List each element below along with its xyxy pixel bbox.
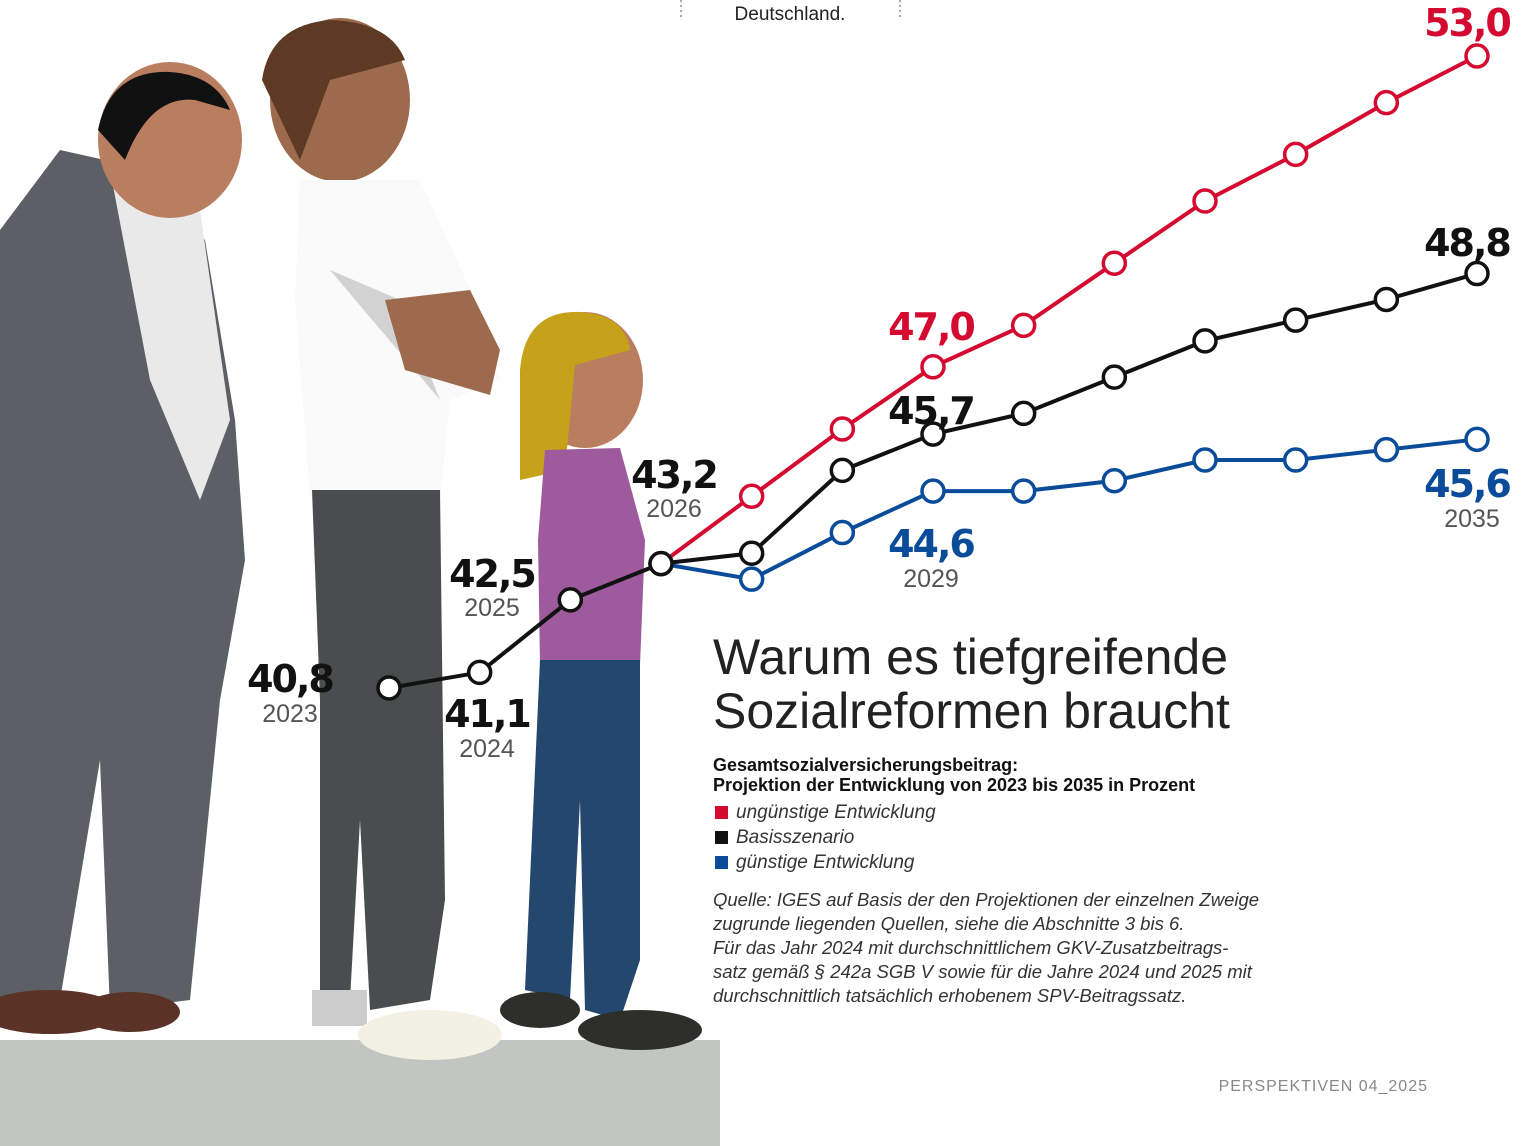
data-point xyxy=(648,550,674,577)
source-note: Quelle: IGES auf Basis der den Projektio… xyxy=(713,889,1259,910)
data-label: 53,0 xyxy=(1424,1,1510,45)
x-tick-label: 2023 xyxy=(262,700,318,728)
x-tick-label: 2024 xyxy=(459,735,515,763)
data-point xyxy=(1101,468,1128,494)
data-point xyxy=(376,675,402,701)
data-label: 45,7 xyxy=(888,389,974,433)
legend-swatch xyxy=(715,831,728,844)
data-point xyxy=(920,478,946,504)
source-note: Für das Jahr 2024 mit durchschnittlichem… xyxy=(713,937,1228,958)
source-note: satz gemäß § 242a SGB V sowie für die Ja… xyxy=(713,961,1253,982)
data-point xyxy=(1373,286,1400,313)
data-label: 48,8 xyxy=(1424,221,1510,265)
data-point xyxy=(1101,250,1128,276)
data-point xyxy=(466,659,493,686)
data-point xyxy=(1010,478,1037,504)
data-point xyxy=(829,519,856,546)
data-point xyxy=(1282,141,1309,168)
data-label: 44,6 xyxy=(888,522,974,566)
legend-swatch xyxy=(715,856,728,869)
data-label: 45,6 xyxy=(1424,462,1510,506)
header-note: Deutschland. xyxy=(735,4,846,25)
data-point xyxy=(829,457,856,484)
data-point xyxy=(738,540,765,567)
data-label: 42,5 xyxy=(449,552,535,596)
data-point xyxy=(1464,260,1490,287)
data-point xyxy=(1464,426,1490,453)
source-note: zugrunde liegenden Quellen, siehe die Ab… xyxy=(712,913,1184,934)
data-point xyxy=(920,354,946,380)
data-point xyxy=(557,587,584,613)
subtitle: Gesamtsozialversicherungsbeitrag: xyxy=(713,755,1018,775)
subtitle: Projektion der Entwicklung von 2023 bis … xyxy=(713,775,1195,795)
data-point xyxy=(829,416,856,442)
data-point xyxy=(1373,89,1400,116)
chart-title: Sozialreformen braucht xyxy=(713,683,1230,739)
data-point xyxy=(920,421,946,447)
data-point xyxy=(1282,447,1309,473)
data-label: 41,1 xyxy=(444,692,530,736)
x-tick-label: 2025 xyxy=(464,594,520,622)
legend-swatch xyxy=(715,806,728,819)
data-label: 43,2 xyxy=(631,453,717,497)
data-point xyxy=(738,566,765,592)
x-tick-label: 2029 xyxy=(903,565,959,593)
series-line xyxy=(660,437,1478,582)
data-point xyxy=(1010,400,1037,427)
series-line xyxy=(659,54,1478,566)
illustration xyxy=(0,18,720,1146)
footer: PERSPEKTIVEN 04_2025 xyxy=(1219,1078,1428,1095)
data-point xyxy=(1192,188,1218,214)
legend-label: ungünstige Entwicklung xyxy=(736,802,936,823)
data-point xyxy=(1192,328,1218,354)
data-point xyxy=(1192,447,1218,473)
data-point xyxy=(1010,312,1037,339)
x-tick-label: 2035 xyxy=(1444,505,1500,533)
data-point xyxy=(738,483,765,510)
legend-label: Basisszenario xyxy=(736,827,854,848)
data-point xyxy=(1464,43,1490,69)
source-note: durchschnittlich tatsächlich erhobenem S… xyxy=(713,985,1186,1006)
chart-title: Warum es tiefgreifende xyxy=(713,629,1228,685)
legend-label: günstige Entwicklung xyxy=(736,852,915,873)
data-label: 40,8 xyxy=(247,657,333,701)
data-point xyxy=(1282,307,1309,333)
x-tick-label: 2026 xyxy=(646,495,702,523)
data-label: 47,0 xyxy=(888,305,974,349)
data-point xyxy=(1373,436,1400,463)
data-point xyxy=(1101,364,1128,390)
